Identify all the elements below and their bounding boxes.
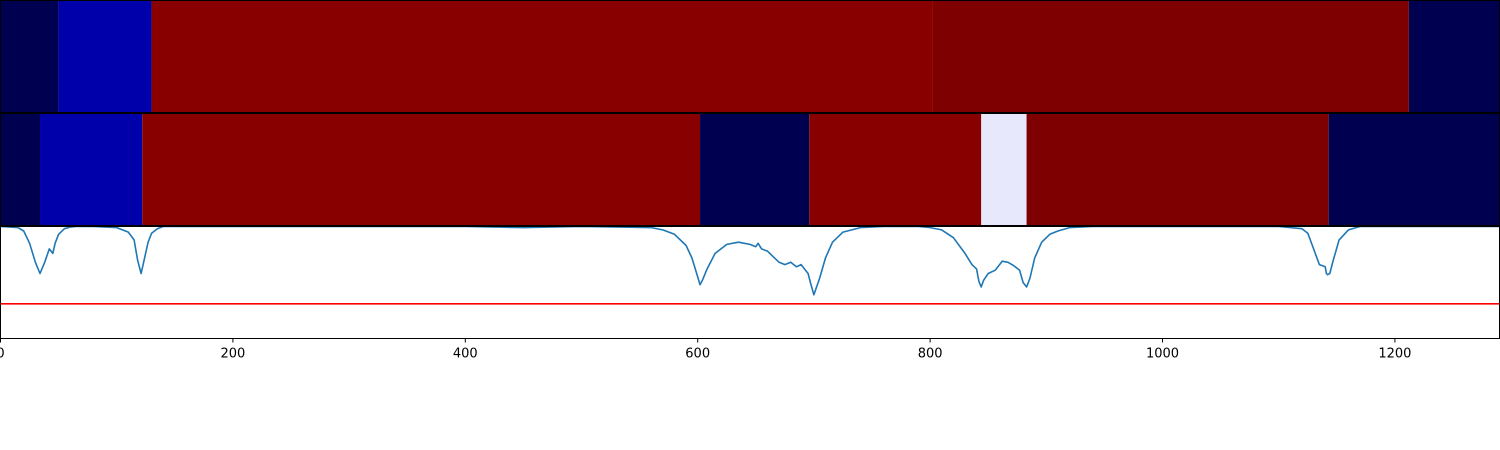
panel-frame	[0, 226, 1500, 339]
x-axis: 0 200 400 600 800 1000 1200	[0, 338, 1411, 362]
segment-1	[0, 113, 41, 226]
x-tick-label: 0	[0, 347, 5, 362]
segment-7	[1026, 113, 1329, 226]
x-tick-label: 1000	[1146, 347, 1179, 362]
segment-2	[40, 113, 143, 226]
x-tick-label: 800	[918, 347, 943, 362]
x-tick-label: 400	[453, 347, 478, 362]
x-tick-label: 600	[685, 347, 710, 362]
boundary-score-plot	[0, 226, 1500, 339]
x-tick-label: 200	[220, 347, 245, 362]
segment-8	[1328, 113, 1500, 226]
x-tick-label: 1200	[1378, 347, 1411, 362]
middle-segmentation-bar	[0, 113, 1500, 226]
segment-3	[142, 113, 701, 226]
segment-5	[1408, 0, 1500, 113]
segment-2	[58, 0, 152, 113]
segment-3	[151, 0, 933, 113]
segment-6	[981, 113, 1027, 226]
segment-1	[0, 0, 59, 113]
segment-4	[932, 0, 1409, 113]
boundary-score-line	[0, 226, 1500, 296]
segment-5	[809, 113, 982, 226]
segment-4	[700, 113, 810, 226]
top-segmentation-bar	[0, 0, 1500, 113]
